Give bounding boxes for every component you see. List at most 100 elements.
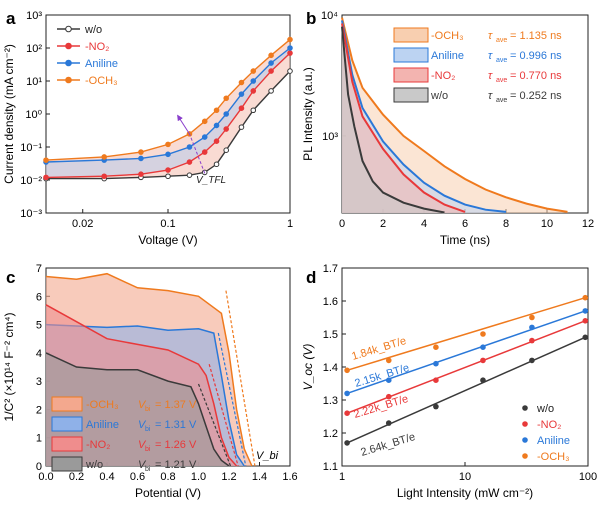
panel-c-legend-vbi-sub: bi bbox=[145, 446, 151, 453]
panel-b-series-och-line bbox=[341, 17, 568, 213]
panel-d-legend-marker bbox=[522, 421, 528, 427]
panel-c-x-axis-title: Potential (V) bbox=[135, 486, 201, 500]
panel-d-ytick-label: 1.1 bbox=[323, 461, 338, 473]
panel-a-series-no-point bbox=[213, 138, 220, 144]
panel-a-legend-marker bbox=[65, 76, 72, 84]
panel-a-series-aniline-point bbox=[201, 134, 208, 140]
panel-c-legend-vbi-symbol: V bbox=[138, 419, 147, 431]
panel-b-legend-tau-value: = 0.996 ns bbox=[510, 50, 562, 62]
panel-d-series-och-point bbox=[582, 294, 589, 301]
panel-b-legend-swatch bbox=[393, 67, 429, 83]
panel-a-series-och-point bbox=[268, 52, 274, 59]
panel-b-legend-swatch bbox=[393, 27, 429, 43]
panel-a-aniline-band bbox=[46, 48, 290, 178]
panel-c-legend-vbi-sub: bi bbox=[145, 426, 151, 433]
panel-b-legend-tau-sub: ave bbox=[496, 57, 507, 64]
panel-a-series-w-o-point bbox=[238, 124, 245, 130]
panel-b-series-w-o-area bbox=[342, 26, 445, 214]
panel-c-legend-vbi-value: = 1.31 V bbox=[155, 419, 197, 431]
panel-d-legend-label: Aniline bbox=[537, 435, 570, 447]
panel-c-legend-vbi-sub: bi bbox=[145, 466, 151, 473]
panel-d-series-aniline-point bbox=[529, 324, 535, 331]
panel-c-xtick-label: 0.4 bbox=[99, 471, 114, 483]
panel-a-ytick-label: 10⁻¹ bbox=[20, 142, 42, 154]
panel-c-fit-no bbox=[208, 364, 239, 467]
panel-a-series-och-point bbox=[138, 149, 144, 155]
panel-a-series-aniline-line bbox=[45, 47, 291, 163]
panel-c-legend-swatch bbox=[51, 416, 83, 432]
panel-d-ytick-label: 1.3 bbox=[323, 395, 338, 407]
panel-c-ytick-label: 0 bbox=[36, 461, 42, 473]
panel-b-legend-swatch bbox=[393, 47, 429, 63]
panel-c-xtick-label: 0.6 bbox=[130, 471, 145, 483]
panel-c-series-w-o-line bbox=[45, 352, 230, 467]
panel-a-xtick-label: 0.1 bbox=[160, 218, 175, 230]
panel-a-ytick-label: 10⁻² bbox=[20, 175, 42, 187]
panel-a-ytick-label: 10³ bbox=[26, 10, 42, 22]
panel-c-legend-label: w/o bbox=[85, 459, 103, 471]
panel-a-legend-label: -OCH₃ bbox=[85, 75, 118, 87]
panel-c-legend-vbi-symbol: V bbox=[138, 459, 147, 471]
panel-d-series-och-point bbox=[480, 331, 486, 337]
panel-c-ytick-label: 5 bbox=[36, 320, 42, 332]
panel-c-vbi-label: V_bi bbox=[256, 450, 279, 462]
panel-c-legend-vbi-value: = 1.37 V bbox=[155, 399, 197, 411]
panel-c-ytick-label: 1 bbox=[36, 433, 42, 445]
panel-a-series-aniline-point bbox=[223, 111, 230, 117]
panel-d-series-och-point bbox=[385, 357, 392, 364]
panel-d-xtick-label: 100 bbox=[579, 471, 597, 483]
panel-c-mott-schottky-chart: 0.0 0.2 0.4 0.6 0.8 1.0 1.2 1.4 1.6 0 1 2 3 4 5 6 7 Poten… bbox=[2, 263, 298, 500]
panel-c-fit-aniline bbox=[217, 332, 247, 467]
panel-d-voc-light-chart: 1 10 100 1.1 1.2 1.3 1.4 1.5 1.6 1.7 Light Intensi… bbox=[301, 263, 597, 500]
panel-c-y-axis-title: 1/C² (×10¹⁴ F⁻² cm⁴) bbox=[2, 313, 16, 422]
panel-b-xtick-label: 6 bbox=[462, 218, 468, 230]
panel-a-series-no-point bbox=[43, 174, 49, 181]
panel-a-y-axis-title: Current density (mA cm⁻²) bbox=[2, 44, 16, 184]
panel-d-legend-marker bbox=[522, 405, 528, 411]
panel-d-series-aniline-point bbox=[433, 360, 439, 367]
panel-b-series-no-line bbox=[341, 23, 466, 213]
panel-a-series-aniline-point bbox=[250, 78, 257, 84]
panel-a-series-och-point bbox=[201, 118, 208, 125]
panel-label-d: d bbox=[306, 268, 316, 287]
panel-b-pl-decay-chart: 0 2 4 6 8 10 12 10³ 10⁴ Time (ns) PL Intensity (a.… bbox=[301, 10, 594, 247]
panel-a-series-aniline-point bbox=[165, 151, 171, 158]
panel-c-xtick-label: 1.6 bbox=[282, 471, 297, 483]
panel-a-series-och-point bbox=[250, 68, 257, 74]
panel-b-legend-label: -NO₂ bbox=[431, 70, 455, 82]
panel-a-series-no-point bbox=[165, 167, 171, 173]
panel-b-xtick-label: 2 bbox=[380, 218, 386, 230]
panel-c-legend-vbi-value: = 1.26 V bbox=[155, 439, 197, 451]
panel-a-series-aniline-point bbox=[186, 144, 193, 150]
panel-a-series-aniline-point bbox=[213, 122, 220, 129]
panel-b-legend-label: -OCH₃ bbox=[431, 30, 464, 42]
panel-b-legend-swatch bbox=[393, 87, 429, 103]
panel-b-ytick-label: 10⁴ bbox=[321, 10, 338, 22]
panel-c-xtick-label: 0.8 bbox=[160, 471, 175, 483]
panel-b-y-axis-title: PL Intensity (a.u.) bbox=[301, 67, 315, 161]
panel-a-series-w-o-point bbox=[250, 107, 257, 114]
panel-d-series-w-o-point bbox=[433, 403, 439, 410]
panel-a-series-w-o-point bbox=[213, 161, 220, 168]
panel-d-legend-label: -NO₂ bbox=[537, 419, 561, 431]
panel-a-tfl-line bbox=[189, 133, 206, 174]
panel-a-series-no-point bbox=[238, 105, 245, 111]
panel-b-legend-tau-symbol: τ bbox=[488, 90, 493, 102]
panel-a-vtfl-label: V_TFL bbox=[196, 175, 226, 186]
panel-a-series-no-point bbox=[287, 50, 293, 56]
panel-c-series-no-line bbox=[45, 304, 238, 467]
panel-d-slope-label: 2.64k_BT/e bbox=[359, 431, 416, 459]
panel-a-series-w-o-line bbox=[46, 70, 291, 180]
panel-d-legend-marker bbox=[522, 437, 528, 443]
panel-a-series-w-o-point bbox=[186, 172, 193, 178]
panel-c-series-och-line bbox=[45, 272, 253, 467]
panel-label-b: b bbox=[306, 9, 316, 28]
panel-d-legend-label: -OCH₃ bbox=[537, 451, 570, 463]
panel-d-series-no-point bbox=[344, 410, 350, 417]
panel-a-series-och-point bbox=[101, 154, 108, 160]
panel-a-series-och-point bbox=[213, 107, 220, 114]
panel-c-xtick-label: 1.0 bbox=[191, 471, 206, 483]
panel-b-series-w-o-line bbox=[341, 26, 445, 214]
panel-b-xtick-label: 12 bbox=[582, 218, 594, 230]
panel-a-tfl-arrow bbox=[177, 114, 190, 135]
